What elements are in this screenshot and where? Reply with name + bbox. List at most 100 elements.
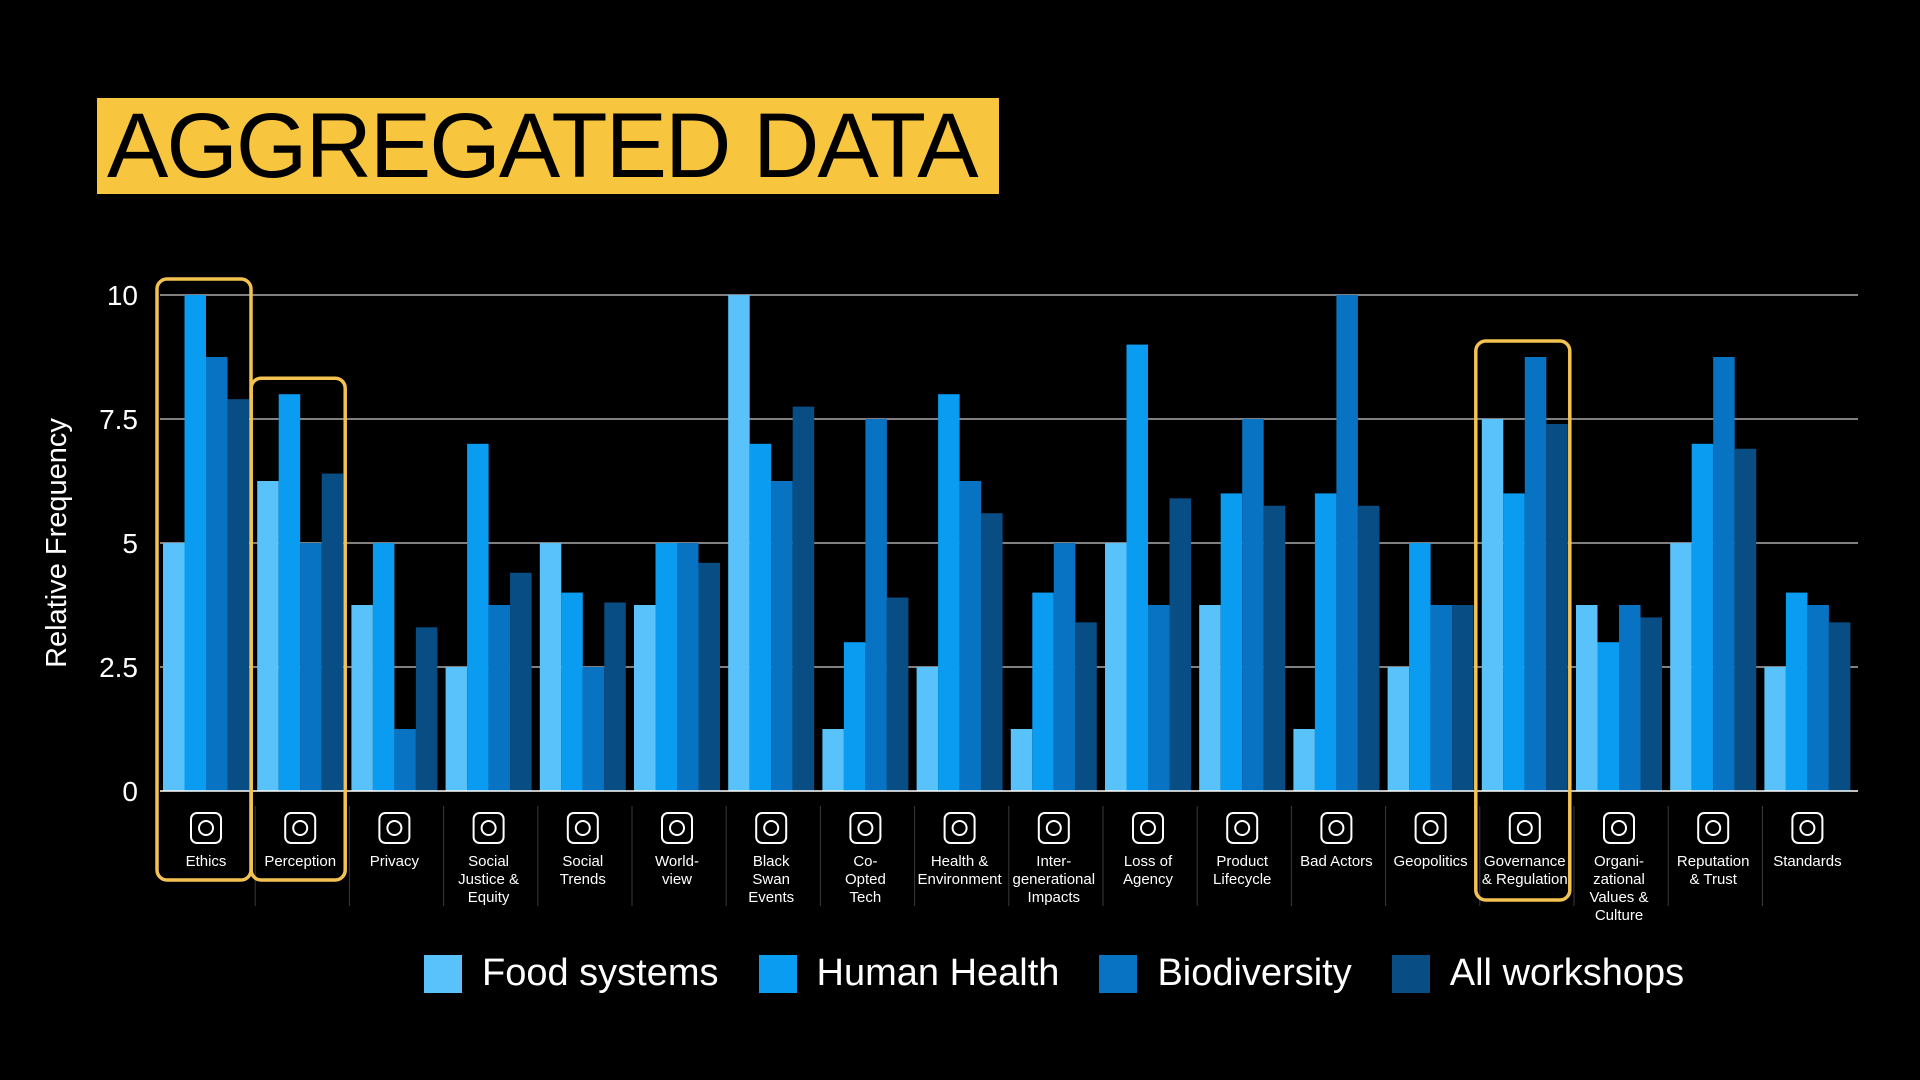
icon-outline: [661, 812, 693, 844]
bar: [1619, 605, 1641, 791]
bar: [227, 399, 249, 791]
people-gear-icon: [1603, 812, 1635, 844]
bar: [1220, 493, 1243, 791]
y-tick-label: 7.5: [99, 404, 138, 435]
category-label: Events: [748, 889, 794, 906]
bar: [1126, 344, 1148, 791]
bar: [278, 394, 301, 791]
category-label: Geopolitics: [1393, 853, 1467, 870]
person-lock-icon: [1132, 812, 1164, 844]
bar: [1503, 493, 1525, 791]
co-opted-head-icon: [849, 812, 882, 844]
icon-detail: [198, 820, 214, 836]
chart-legend: Food systems Human Health Biodiversity All …: [424, 952, 1724, 995]
bar: [372, 543, 395, 791]
icon-outline: [1226, 812, 1259, 844]
bar: [1734, 448, 1757, 791]
bar: [1010, 729, 1033, 791]
y-tick-label: 5: [122, 528, 138, 559]
recycle-chip-icon: [1226, 812, 1259, 844]
category-label: Culture: [1595, 907, 1643, 924]
legend-swatch: [424, 954, 462, 993]
icon-outline: [378, 812, 411, 844]
icon-outline: [1791, 812, 1824, 844]
bar: [488, 605, 511, 791]
bar: [1169, 498, 1191, 791]
bar: [1713, 357, 1735, 791]
bar: [1452, 605, 1474, 791]
category-label: Product: [1216, 853, 1269, 870]
bar: [539, 543, 562, 791]
bar: [582, 667, 605, 791]
legend-item: Human Health: [758, 952, 1060, 995]
bar: [843, 642, 866, 791]
icon-detail: [1422, 820, 1439, 836]
icon-outline: [1414, 812, 1447, 844]
bad-actor-head-icon: [1320, 812, 1353, 844]
highlight-box: [249, 376, 347, 882]
bar: [792, 406, 815, 791]
category-label: Values &: [1590, 889, 1649, 906]
bar: [938, 394, 960, 791]
icon-outline: [190, 812, 222, 844]
bar: [1387, 667, 1410, 791]
bar: [206, 357, 228, 791]
icon-outline: [1508, 812, 1541, 844]
category-label: Perception: [264, 853, 336, 870]
category-label: Loss of: [1124, 853, 1173, 870]
bar: [865, 419, 887, 791]
bar: [163, 543, 185, 791]
swan-icon: [755, 812, 788, 844]
bar: [394, 729, 416, 791]
icon-outline: [1603, 812, 1635, 844]
icon-outline: [1697, 812, 1730, 844]
legend-swatch: [1099, 954, 1138, 993]
category-label: Equity: [468, 889, 510, 906]
legend-label: Human Health: [816, 952, 1060, 994]
bar: [1691, 443, 1714, 791]
bar: [1524, 357, 1547, 791]
bar: [184, 295, 206, 791]
bar: [321, 473, 344, 791]
books-icon: [1508, 812, 1541, 844]
icon-detail: [1705, 820, 1722, 836]
bar: [1640, 617, 1662, 791]
category-label: Reputation: [1677, 853, 1750, 870]
icon-outline: [472, 812, 505, 844]
title-banner: AGGREGATED DATA: [97, 98, 999, 194]
category-label: Opted: [845, 871, 886, 888]
bar: [1670, 543, 1692, 791]
category-label: Inter-: [1036, 853, 1071, 870]
category-label: Governance: [1484, 853, 1566, 870]
category-label: World-: [655, 853, 699, 870]
bar: [698, 562, 720, 791]
bar: [1314, 493, 1337, 791]
bar: [981, 513, 1003, 791]
category-label: Impacts: [1028, 889, 1081, 906]
highlight-box: [1474, 339, 1572, 902]
category-label: Agency: [1123, 871, 1174, 888]
category-label: Lifecycle: [1213, 871, 1271, 888]
category-label: generational: [1013, 871, 1096, 888]
y-tick-label: 10: [107, 280, 138, 311]
dna-icon: [1037, 812, 1070, 844]
icon-detail: [1516, 820, 1533, 836]
bar: [1828, 622, 1851, 791]
bar: [1357, 505, 1380, 791]
y-axis-label: Relative Frequency: [41, 418, 73, 668]
bar: [1807, 605, 1829, 791]
bar: [771, 481, 793, 791]
bar: [1199, 605, 1221, 791]
icon-detail: [1611, 820, 1627, 836]
legend-item: All workshops: [1391, 952, 1684, 995]
category-label: zational: [1593, 871, 1645, 888]
icon-detail: [1140, 820, 1156, 836]
bar: [510, 572, 532, 791]
social-phone-icon: [566, 812, 599, 844]
bar: [1546, 423, 1568, 791]
category-label: Social: [468, 853, 509, 870]
category-label: Swan: [752, 871, 790, 888]
category-label: & Trust: [1689, 871, 1737, 888]
icon-detail: [574, 820, 591, 836]
bar: [634, 605, 656, 791]
